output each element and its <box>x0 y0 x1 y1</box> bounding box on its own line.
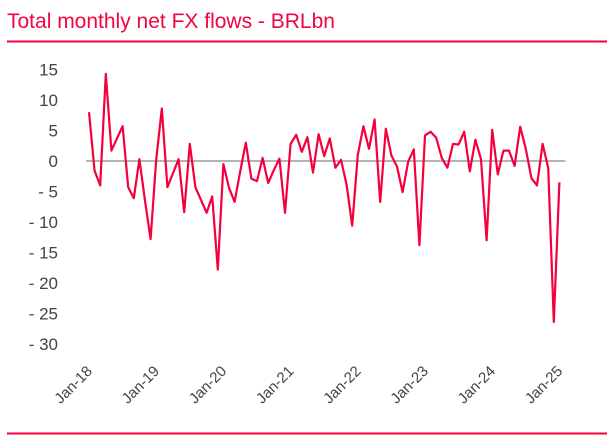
x-tick-label: Jan-24 <box>455 363 499 407</box>
x-tick-label: Jan-25 <box>522 363 566 407</box>
y-tick-label: 15 <box>39 61 58 80</box>
y-tick-label: 5 <box>49 122 58 141</box>
y-tick-label: - 20 <box>29 274 58 293</box>
y-tick-label: 0 <box>49 152 58 171</box>
x-axis-ticks: Jan-18 Jan-19 Jan-20 Jan-21 Jan-22 Jan-23 Jan-… <box>51 363 566 407</box>
y-tick-label: 10 <box>39 91 58 110</box>
y-tick-label: - 5 <box>38 183 58 202</box>
x-tick-label: Jan-19 <box>119 363 163 407</box>
y-tick-label: - 30 <box>29 335 58 354</box>
x-tick-label: Jan-18 <box>51 363 95 407</box>
x-tick-label: Jan-21 <box>253 363 297 407</box>
y-tick-label: - 15 <box>29 244 58 263</box>
chart-title: Total monthly net FX flows - BRLbn <box>7 10 335 33</box>
x-tick-label: Jan-23 <box>387 363 431 407</box>
x-tick-label: Jan-20 <box>186 363 230 407</box>
x-tick-label: Jan-22 <box>320 363 364 407</box>
y-axis-ticks: 15 10 5 0 - 5 - 10 - 15 - 20 - 25 - 30 <box>29 61 58 355</box>
y-tick-label: - 25 <box>29 305 58 324</box>
series-line <box>87 72 561 324</box>
y-tick-label: - 10 <box>29 213 58 232</box>
